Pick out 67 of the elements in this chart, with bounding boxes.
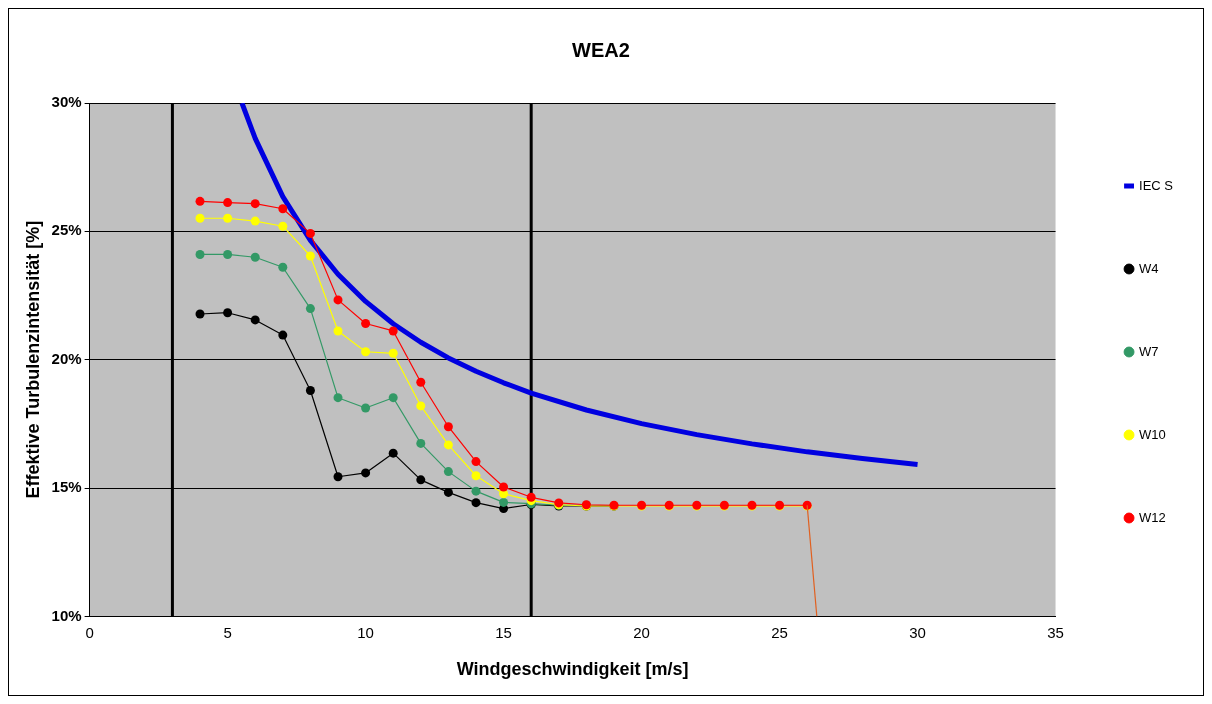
- y-tick-label: 10%: [51, 606, 82, 624]
- point: [361, 347, 371, 357]
- point: [250, 216, 260, 226]
- y-tick-label: 15%: [51, 478, 82, 496]
- x-tick-label: 30: [909, 623, 926, 641]
- legend-label: W7: [1139, 343, 1159, 359]
- y-tick-label: 20%: [51, 349, 82, 367]
- point: [333, 295, 343, 305]
- point: [416, 377, 426, 387]
- point: [278, 204, 288, 214]
- point: [305, 304, 315, 314]
- point: [305, 251, 315, 261]
- point: [388, 326, 398, 336]
- point: [388, 348, 398, 358]
- point: [499, 497, 509, 507]
- point: [361, 403, 371, 413]
- point: [471, 486, 481, 496]
- point: [333, 472, 343, 482]
- point: [388, 393, 398, 403]
- x-tick-label: 0: [85, 623, 94, 641]
- point: [223, 198, 233, 208]
- point: [223, 308, 233, 318]
- legend-label: W4: [1139, 260, 1159, 276]
- point: [250, 315, 260, 325]
- point: [333, 326, 343, 336]
- point: [278, 221, 288, 231]
- point: [471, 457, 481, 467]
- point: [223, 213, 233, 223]
- point: [195, 249, 205, 259]
- x-tick-label: 20: [633, 623, 650, 641]
- point: [361, 319, 371, 329]
- point: [223, 249, 233, 259]
- point: [250, 199, 260, 209]
- legend-label: W10: [1139, 426, 1166, 442]
- point: [278, 262, 288, 272]
- point: [499, 482, 509, 492]
- point: [443, 422, 453, 432]
- x-tick-label: 35: [1047, 623, 1064, 641]
- y-tick-label: 25%: [51, 221, 82, 239]
- point: [305, 228, 315, 238]
- point: [333, 393, 343, 403]
- point: [195, 196, 205, 206]
- point: [250, 252, 260, 262]
- x-tick-label: 15: [495, 623, 512, 641]
- point: [471, 498, 481, 508]
- x-tick-label: 25: [771, 623, 788, 641]
- y-tick-label: 30%: [51, 93, 82, 111]
- point: [443, 467, 453, 477]
- chart-title: WEA2: [572, 38, 630, 61]
- point: [195, 213, 205, 223]
- point: [416, 401, 426, 411]
- point: [388, 448, 398, 458]
- legend-label: W12: [1139, 509, 1166, 525]
- legend-label: IEC S: [1139, 177, 1174, 193]
- y-axis-title: Effektive Turbulenzintensität [%]: [22, 220, 43, 499]
- point: [416, 475, 426, 485]
- x-tick-label: 10: [357, 623, 374, 641]
- point: [195, 309, 205, 319]
- point: [278, 330, 288, 340]
- point: [416, 438, 426, 448]
- point: [361, 468, 371, 478]
- point: [305, 386, 315, 395]
- point: [526, 492, 536, 502]
- point: [471, 471, 481, 481]
- x-tick-label: 5: [223, 623, 232, 641]
- point: [443, 440, 453, 450]
- x-axis-title: Windgeschwindigkeit [m/s]: [456, 659, 689, 680]
